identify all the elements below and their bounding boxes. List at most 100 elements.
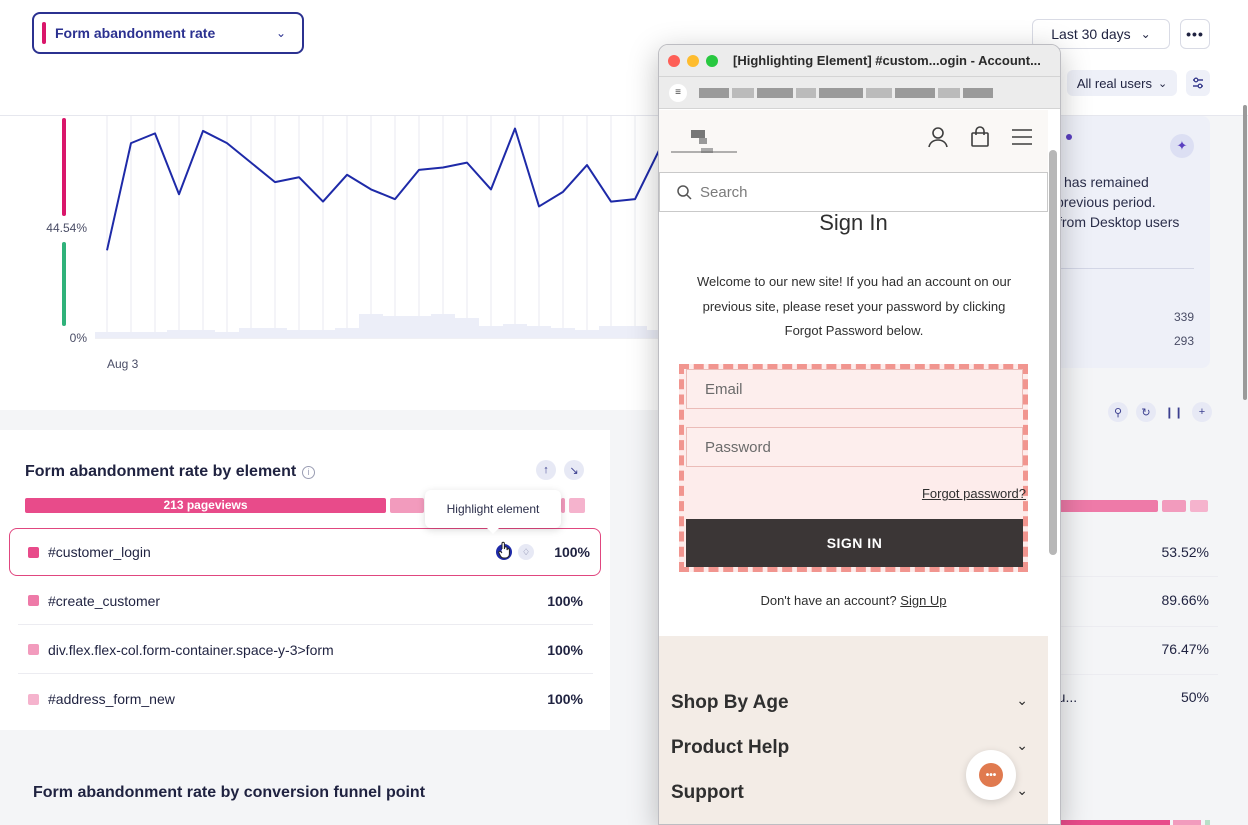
page-scrollbar[interactable] xyxy=(1243,105,1247,400)
volume-bar xyxy=(263,328,287,338)
insight-card: ✦ has remained previous period. from Des… xyxy=(1040,116,1210,368)
arrow-up-icon[interactable]: ↑ xyxy=(536,460,556,480)
minimize-window-button[interactable] xyxy=(687,54,699,67)
insight-text-line: from Desktop users xyxy=(1058,214,1180,230)
sparkle-icon[interactable]: ✦ xyxy=(1170,134,1194,158)
x-tick-label: Aug 3 xyxy=(107,357,139,371)
highlighted-login-form: Email Password Forgot password? SIGN IN xyxy=(679,364,1028,572)
row-label: #create_customer xyxy=(48,592,161,609)
y-tick-label: 0% xyxy=(70,331,88,345)
chevron-down-icon: ⌄ xyxy=(1157,77,1168,90)
chevron-down-icon: ⌄ xyxy=(275,26,286,40)
no-account-label: Don't have an account? xyxy=(760,593,897,608)
volume-bar xyxy=(575,330,599,338)
volume-bar xyxy=(551,328,575,338)
insight-text-line: has remained xyxy=(1064,174,1149,190)
pageviews-bar-segment xyxy=(569,498,585,513)
threshold-bar-high xyxy=(62,118,66,216)
volume-bar xyxy=(407,316,431,338)
popup-scrollbar[interactable] xyxy=(1049,150,1057,555)
divider xyxy=(1060,268,1194,269)
table-row[interactable]: #address_form_new 100% xyxy=(18,675,593,723)
no-account-text: Don't have an account? Sign Up xyxy=(659,593,1048,608)
chart-panel: 44.54% 0% Aug 3 xyxy=(0,116,660,410)
accordion-support[interactable]: Support ⌄ xyxy=(671,782,1036,804)
site-search-input[interactable]: Search xyxy=(659,172,1048,212)
volume-bar xyxy=(359,314,383,338)
accordion-product-help[interactable]: Product Help ⌄ xyxy=(671,737,1036,759)
user-icon[interactable] xyxy=(927,126,949,148)
url-bar[interactable]: ≡ xyxy=(659,77,1060,109)
columns-icon[interactable]: ❙❙ xyxy=(1164,406,1184,419)
maximize-window-button[interactable] xyxy=(706,54,718,67)
collapse-icon[interactable]: ↘ xyxy=(564,460,584,480)
row-value: 100% xyxy=(547,691,583,707)
row-color-swatch xyxy=(28,644,39,655)
row-color-swatch xyxy=(28,546,39,558)
users-filter-button[interactable]: All real users ⌄ xyxy=(1067,70,1177,96)
chevron-down-icon: ⌄ xyxy=(1016,737,1028,753)
date-range-label: Last 30 days xyxy=(1051,26,1131,42)
pageviews-bar: 213 pageviews xyxy=(25,498,386,513)
right-table-bars xyxy=(1058,500,1208,512)
volume-bar xyxy=(647,330,660,338)
row-value: 100% xyxy=(547,641,583,658)
accordion-label: Shop By Age xyxy=(671,692,789,713)
site-header xyxy=(659,110,1048,172)
password-field[interactable]: Password xyxy=(686,427,1023,467)
table-row[interactable]: #create_customer 100% xyxy=(18,577,593,625)
row-label: #customer_login xyxy=(48,544,151,560)
forgot-password-link[interactable]: Forgot password? xyxy=(921,486,1026,501)
date-range-select[interactable]: Last 30 days ⌄ xyxy=(1032,19,1170,49)
sign-up-link[interactable]: Sign Up xyxy=(900,593,947,608)
bar-segment xyxy=(1173,820,1201,825)
chart-tools: ⚲ ↻ ❙❙ + xyxy=(1108,402,1212,422)
password-placeholder: Password xyxy=(705,438,771,456)
right-table-value: 89.66% xyxy=(1161,592,1209,608)
volume-bar xyxy=(503,324,527,338)
metric-select-label: Form abandonment rate xyxy=(55,25,216,41)
close-window-button[interactable] xyxy=(668,54,680,67)
threshold-bar-low xyxy=(62,242,66,326)
element-table-title-text: Form abandonment rate by element xyxy=(25,463,297,480)
table-row[interactable]: div.flex.flex-col.form-container.space-y… xyxy=(18,626,593,674)
menu-icon[interactable] xyxy=(1011,126,1033,148)
chevron-down-icon: ⌄ xyxy=(1016,782,1028,798)
volume-bar xyxy=(383,316,407,338)
info-icon[interactable]: i xyxy=(302,465,316,479)
insight-value: 339 xyxy=(1173,310,1194,324)
chat-button[interactable]: ••• xyxy=(966,750,1016,800)
accordion-shop-by-age[interactable]: Shop By Age ⌄ xyxy=(671,692,1036,714)
element-table-panel: Form abandonment rate by element i ↑ ↘ 2… xyxy=(0,430,610,730)
email-placeholder: Email xyxy=(705,380,743,398)
series-line xyxy=(106,127,660,251)
volume-bar xyxy=(143,332,167,338)
site-logo[interactable] xyxy=(671,128,741,158)
chat-icon: ••• xyxy=(979,763,1003,787)
bar-segment xyxy=(1190,500,1208,512)
add-icon[interactable]: + xyxy=(1192,402,1212,422)
popup-title-bar: [Highlighting Element] #custom...ogin - … xyxy=(659,45,1060,77)
more-options-button[interactable]: ••• xyxy=(1180,19,1210,49)
volume-bar xyxy=(623,326,647,338)
metric-select[interactable]: Form abandonment rate ⌄ xyxy=(32,12,304,54)
email-field[interactable]: Email xyxy=(686,369,1023,409)
site-settings-icon[interactable]: ≡ xyxy=(669,83,687,102)
pageviews-bar-segment xyxy=(390,498,424,513)
site-page: Search Sign In Welcome to our new site! … xyxy=(659,110,1048,824)
search-icon[interactable]: ⚲ xyxy=(1108,402,1128,422)
bar-segment xyxy=(1048,820,1170,825)
chevron-down-icon: ⌄ xyxy=(1140,27,1151,41)
shopping-bag-icon[interactable] xyxy=(969,126,991,148)
element-table-title: Form abandonment rate by element i xyxy=(25,463,316,481)
filter-settings-button[interactable] xyxy=(1186,70,1210,96)
header-icons xyxy=(927,126,1033,148)
bell-icon[interactable]: ♢ xyxy=(518,544,534,560)
table-row[interactable]: #customer_login ◉ ♢ 100% xyxy=(9,528,601,576)
search-placeholder: Search xyxy=(700,183,748,201)
refresh-icon[interactable]: ↻ xyxy=(1136,402,1156,422)
volume-bar xyxy=(479,326,503,338)
accordion-label: Product Help xyxy=(671,737,790,758)
funnel-section-title: Form abandonment rate by conversion funn… xyxy=(33,784,426,801)
sign-in-button[interactable]: SIGN IN xyxy=(686,519,1023,567)
